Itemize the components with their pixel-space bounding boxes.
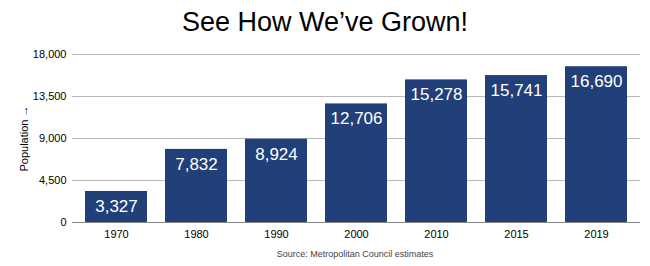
svg-text:9,000: 9,000: [39, 132, 67, 144]
html-text:Source: Metropolitan Council e: Source: Metropolitan Council estimates: [276, 249, 434, 259]
svg-text:8,924: 8,924: [255, 145, 298, 164]
svg-text:1980: 1980: [184, 228, 208, 240]
svg-text:Population →: Population →: [18, 105, 30, 171]
svg-text:2019: 2019: [584, 228, 608, 240]
html-text:See How We’ve Grown!: See How We’ve Grown!: [181, 7, 469, 37]
svg-text:15,741: 15,741: [491, 81, 543, 100]
svg-text:18,000: 18,000: [33, 48, 67, 60]
svg-text:1990: 1990: [264, 228, 288, 240]
svg-text:3,327: 3,327: [95, 197, 138, 216]
svg-text:2010: 2010: [424, 228, 448, 240]
svg-text:2000: 2000: [344, 228, 368, 240]
svg-text:2015: 2015: [504, 228, 528, 240]
svg-text:16,690: 16,690: [571, 72, 623, 91]
svg-text:13,500: 13,500: [33, 90, 67, 102]
svg-text:7,832: 7,832: [175, 155, 218, 174]
svg-text:4,500: 4,500: [39, 174, 67, 186]
svg-text:0: 0: [60, 216, 66, 228]
svg-text:15,278: 15,278: [411, 85, 463, 104]
svg-text:12,706: 12,706: [331, 109, 383, 128]
svg-text:1970: 1970: [104, 228, 128, 240]
